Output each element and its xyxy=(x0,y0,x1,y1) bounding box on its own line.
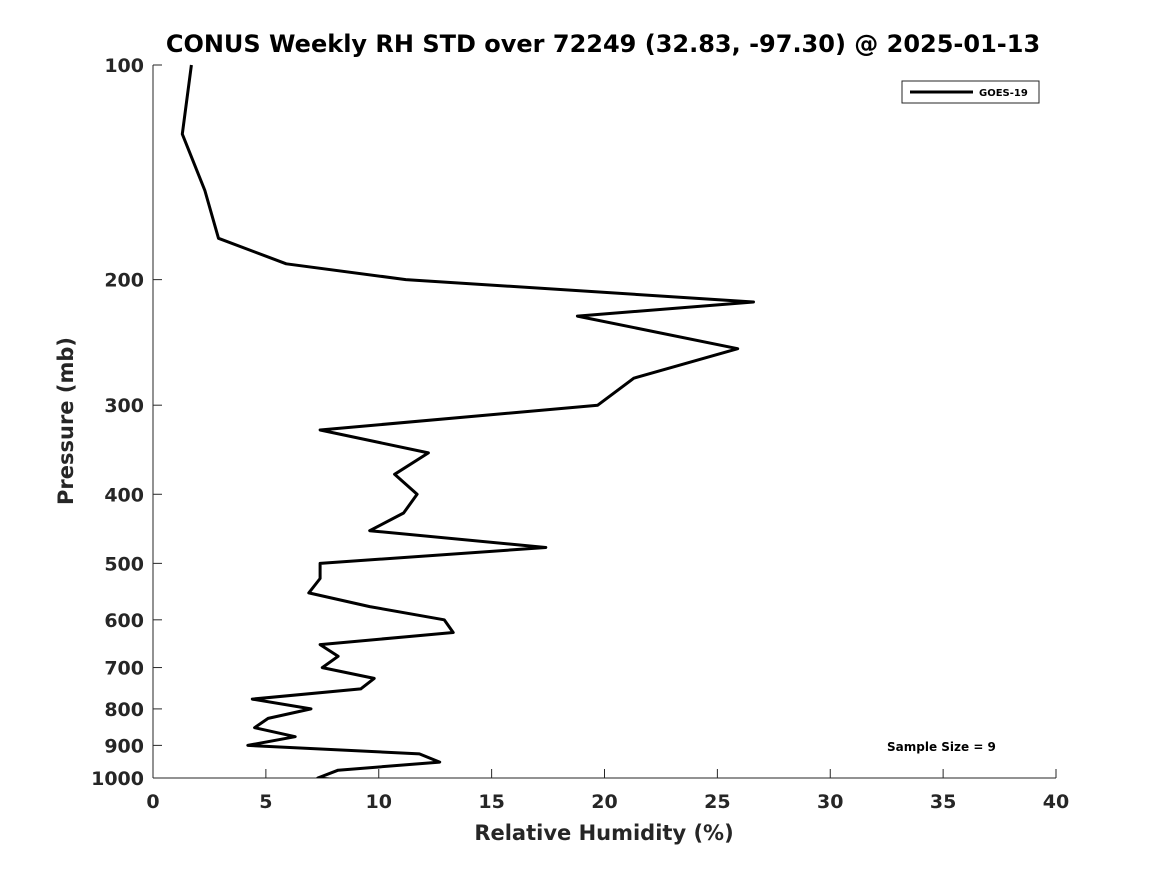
y-tick-label: 1000 xyxy=(91,768,144,790)
sample-size-annotation: Sample Size = 9 xyxy=(887,740,996,754)
y-tick-label: 500 xyxy=(104,553,144,575)
y-tick-label: 800 xyxy=(104,699,144,721)
chart-title: CONUS Weekly RH STD over 72249 (32.83, -… xyxy=(166,30,1040,58)
x-tick-label: 30 xyxy=(817,791,843,813)
y-axis: 100 200 300 400 500 600 700 800 900 1000 xyxy=(91,55,162,790)
y-tick-label: 200 xyxy=(104,270,144,292)
x-tick-label: 5 xyxy=(259,791,272,813)
y-tick-label: 300 xyxy=(104,395,144,417)
x-axis: 0 5 10 15 20 25 30 35 40 xyxy=(146,769,1069,813)
x-tick-label: 40 xyxy=(1043,791,1069,813)
x-tick-label: 25 xyxy=(704,791,730,813)
y-tick-label: 900 xyxy=(104,735,144,757)
y-tick-label: 100 xyxy=(104,55,144,77)
y-tick-label: 700 xyxy=(104,658,144,680)
x-tick-label: 15 xyxy=(478,791,504,813)
legend: GOES-19 xyxy=(901,80,1040,104)
x-tick-label: 10 xyxy=(366,791,392,813)
y-axis-label: Pressure (mb) xyxy=(54,337,78,505)
x-axis-label: Relative Humidity (%) xyxy=(474,821,733,845)
x-tick-label: 20 xyxy=(591,791,617,813)
series-line-goes-19 xyxy=(180,64,755,778)
y-tick-label: 600 xyxy=(104,610,144,632)
x-tick-label: 35 xyxy=(930,791,956,813)
series-layer xyxy=(180,64,755,778)
legend-label-goes-19: GOES-19 xyxy=(979,88,1028,99)
x-tick-label: 0 xyxy=(146,791,159,813)
y-tick-label: 400 xyxy=(104,484,144,506)
